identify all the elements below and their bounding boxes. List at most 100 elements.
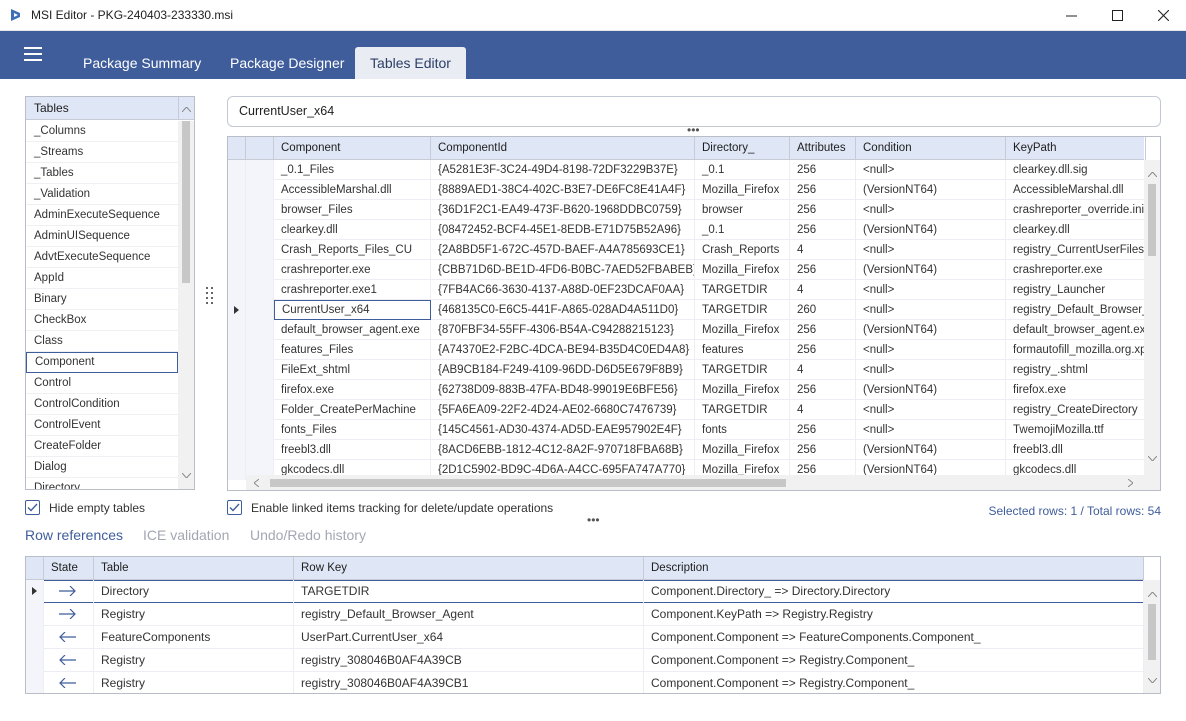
- scroll-up-icon[interactable]: [1144, 166, 1160, 182]
- cell-keypath[interactable]: registry_CreateDirectory: [1006, 400, 1146, 420]
- cell-componentid[interactable]: {870FBF34-55FF-4306-B54A-C94288215123}: [431, 320, 695, 340]
- cell-attributes[interactable]: 4: [790, 400, 856, 420]
- row-header[interactable]: [228, 260, 246, 280]
- cell-keypath[interactable]: freebl3.dll: [1006, 440, 1146, 460]
- row-header[interactable]: [228, 460, 246, 480]
- reference-row[interactable]: Directory TARGETDIR Component.Directory_ =…: [26, 580, 1144, 603]
- cell-component[interactable]: browser_Files: [274, 200, 431, 220]
- scroll-down-icon[interactable]: [1144, 672, 1160, 688]
- tab-package-designer[interactable]: Package Designer: [230, 55, 345, 71]
- cell-condition[interactable]: <null>: [856, 400, 1006, 420]
- cell-directory[interactable]: fonts: [695, 420, 790, 440]
- cell-directory[interactable]: Crash_Reports: [695, 240, 790, 260]
- reference-table[interactable]: Registry: [94, 603, 294, 626]
- reference-table[interactable]: Registry: [94, 672, 294, 693]
- cell-directory[interactable]: Mozilla_Firefox: [695, 460, 790, 480]
- maximize-button[interactable]: [1094, 0, 1140, 31]
- hide-empty-tables-checkbox[interactable]: Hide empty tables: [25, 500, 145, 515]
- cell-directory[interactable]: TARGETDIR: [695, 300, 790, 320]
- tables-list-item-appid[interactable]: AppId: [26, 268, 178, 289]
- scroll-down-icon[interactable]: [178, 467, 194, 483]
- tab-row-references[interactable]: Row references: [25, 527, 124, 543]
- cell-componentid[interactable]: {CBB71D6D-BE1D-4FD6-B0BC-7AED52FBABEB}: [431, 260, 695, 280]
- cell-directory[interactable]: TARGETDIR: [695, 280, 790, 300]
- row-header[interactable]: [228, 280, 246, 300]
- tables-list-item-control[interactable]: Control: [26, 373, 178, 394]
- tables-list-item-component[interactable]: Component: [26, 352, 178, 373]
- cell-keypath[interactable]: firefox.exe: [1006, 380, 1146, 400]
- cell-condition[interactable]: <null>: [856, 280, 1006, 300]
- cell-component[interactable]: default_browser_agent.exe: [274, 320, 431, 340]
- cell-directory[interactable]: TARGETDIR: [695, 400, 790, 420]
- close-button[interactable]: [1140, 0, 1186, 31]
- cell-keypath[interactable]: registry_Default_Browser_Agent: [1006, 300, 1146, 320]
- cell-componentid[interactable]: {7FB4AC66-3630-4137-A88D-0EF23DCAF0AA}: [431, 280, 695, 300]
- column-header-attributes[interactable]: Attributes: [790, 137, 856, 160]
- row-header[interactable]: [228, 320, 246, 340]
- cell-attributes[interactable]: 256: [790, 460, 856, 480]
- tab-package-summary[interactable]: Package Summary: [83, 55, 202, 71]
- table-row[interactable]: default_browser_agent.exe {870FBF34-55FF-…: [228, 320, 1146, 340]
- table-row[interactable]: Folder_CreatePerMachine {5FA6EA09-22F2-4D…: [228, 400, 1146, 420]
- grid-horizontal-scrollbar[interactable]: [246, 475, 1144, 490]
- reference-row[interactable]: Registry registry_308046B0AF4A39CB1 Compon…: [26, 672, 1144, 693]
- row-header[interactable]: [228, 300, 246, 320]
- tables-list-item-controlevent[interactable]: ControlEvent: [26, 415, 178, 436]
- cell-componentid[interactable]: {2A8BD5F1-672C-457D-BAEF-A4A785693CE1}: [431, 240, 695, 260]
- reference-description[interactable]: Component.Component => Registry.Componen…: [644, 649, 1144, 672]
- cell-attributes[interactable]: 256: [790, 340, 856, 360]
- scroll-down-icon[interactable]: [1144, 450, 1160, 466]
- tables-list-item-adminuisequence[interactable]: AdminUISequence: [26, 226, 178, 247]
- cell-componentid[interactable]: {145C4561-AD30-4374-AD5D-EAE957902E4F}: [431, 420, 695, 440]
- cell-keypath[interactable]: clearkey.dll: [1006, 220, 1146, 240]
- cell-component[interactable]: Crash_Reports_Files_CU: [274, 240, 431, 260]
- cell-attributes[interactable]: 256: [790, 200, 856, 220]
- table-row[interactable]: firefox.exe {62738D09-883B-47FA-BD48-9901…: [228, 380, 1146, 400]
- cell-component[interactable]: FileExt_shtml: [274, 360, 431, 380]
- cell-attributes[interactable]: 256: [790, 260, 856, 280]
- column-header-directory[interactable]: Directory_: [695, 137, 790, 160]
- minimize-button[interactable]: [1048, 0, 1094, 31]
- row-header[interactable]: [26, 649, 44, 672]
- tables-list-item-binary[interactable]: Binary: [26, 289, 178, 310]
- table-row[interactable]: crashreporter.exe1 {7FB4AC66-3630-4137-A8…: [228, 280, 1146, 300]
- cell-directory[interactable]: Mozilla_Firefox: [695, 440, 790, 460]
- cell-condition[interactable]: (VersionNT64): [856, 460, 1006, 480]
- reference-table[interactable]: Registry: [94, 649, 294, 672]
- row-header[interactable]: [228, 340, 246, 360]
- cell-componentid[interactable]: {AB9CB184-F249-4109-96DD-D6D5E679F8B9}: [431, 360, 695, 380]
- scroll-up-icon[interactable]: [1144, 586, 1160, 602]
- cell-condition[interactable]: <null>: [856, 240, 1006, 260]
- cell-directory[interactable]: Mozilla_Firefox: [695, 260, 790, 280]
- cell-keypath[interactable]: default_browser_agent.exe: [1006, 320, 1146, 340]
- cell-keypath[interactable]: crashreporter.exe: [1006, 260, 1146, 280]
- cell-componentid[interactable]: {8ACD6EBB-1812-4C12-8A2F-970718FBA68B}: [431, 440, 695, 460]
- cell-componentid[interactable]: {A5281E3F-3C24-49D4-8198-72DF3229B37E}: [431, 160, 695, 180]
- column-header-keypath[interactable]: KeyPath: [1006, 137, 1146, 160]
- cell-condition[interactable]: (VersionNT64): [856, 320, 1006, 340]
- cell-attributes[interactable]: 256: [790, 440, 856, 460]
- table-row[interactable]: AccessibleMarshal.dll {8889AED1-38C4-402C…: [228, 180, 1146, 200]
- tab-undo-redo-history[interactable]: Undo/Redo history: [250, 527, 366, 543]
- row-header[interactable]: [228, 180, 246, 200]
- cell-componentid[interactable]: {A74370E2-F2BC-4DCA-BE94-B35D4C0ED4A8}: [431, 340, 695, 360]
- splitter-handle-icon[interactable]: •••: [687, 123, 700, 137]
- cell-attributes[interactable]: 256: [790, 380, 856, 400]
- cell-attributes[interactable]: 4: [790, 240, 856, 260]
- cell-component[interactable]: fonts_Files: [274, 420, 431, 440]
- reference-row[interactable]: Registry registry_Default_Browser_Agent Co…: [26, 603, 1144, 626]
- cell-condition[interactable]: (VersionNT64): [856, 440, 1006, 460]
- tables-list-item-class[interactable]: Class: [26, 331, 178, 352]
- table-row[interactable]: CurrentUser_x64 {468135C0-E6C5-441F-A865-…: [228, 300, 1146, 320]
- cell-componentid[interactable]: {2D1C5902-BD9C-4D6A-A4CC-695FA747A770}: [431, 460, 695, 480]
- reference-table[interactable]: FeatureComponents: [94, 626, 294, 649]
- cell-attributes[interactable]: 256: [790, 220, 856, 240]
- cell-attributes[interactable]: 256: [790, 180, 856, 200]
- row-header[interactable]: [228, 220, 246, 240]
- reference-description[interactable]: Component.Directory_ => Directory.Direct…: [644, 580, 1144, 603]
- cell-condition[interactable]: <null>: [856, 420, 1006, 440]
- tables-list-item-adminexecutesequence[interactable]: AdminExecuteSequence: [26, 205, 178, 226]
- scroll-left-icon[interactable]: [254, 479, 259, 487]
- grid-vertical-scrollbar[interactable]: [1144, 160, 1160, 490]
- row-header[interactable]: [228, 240, 246, 260]
